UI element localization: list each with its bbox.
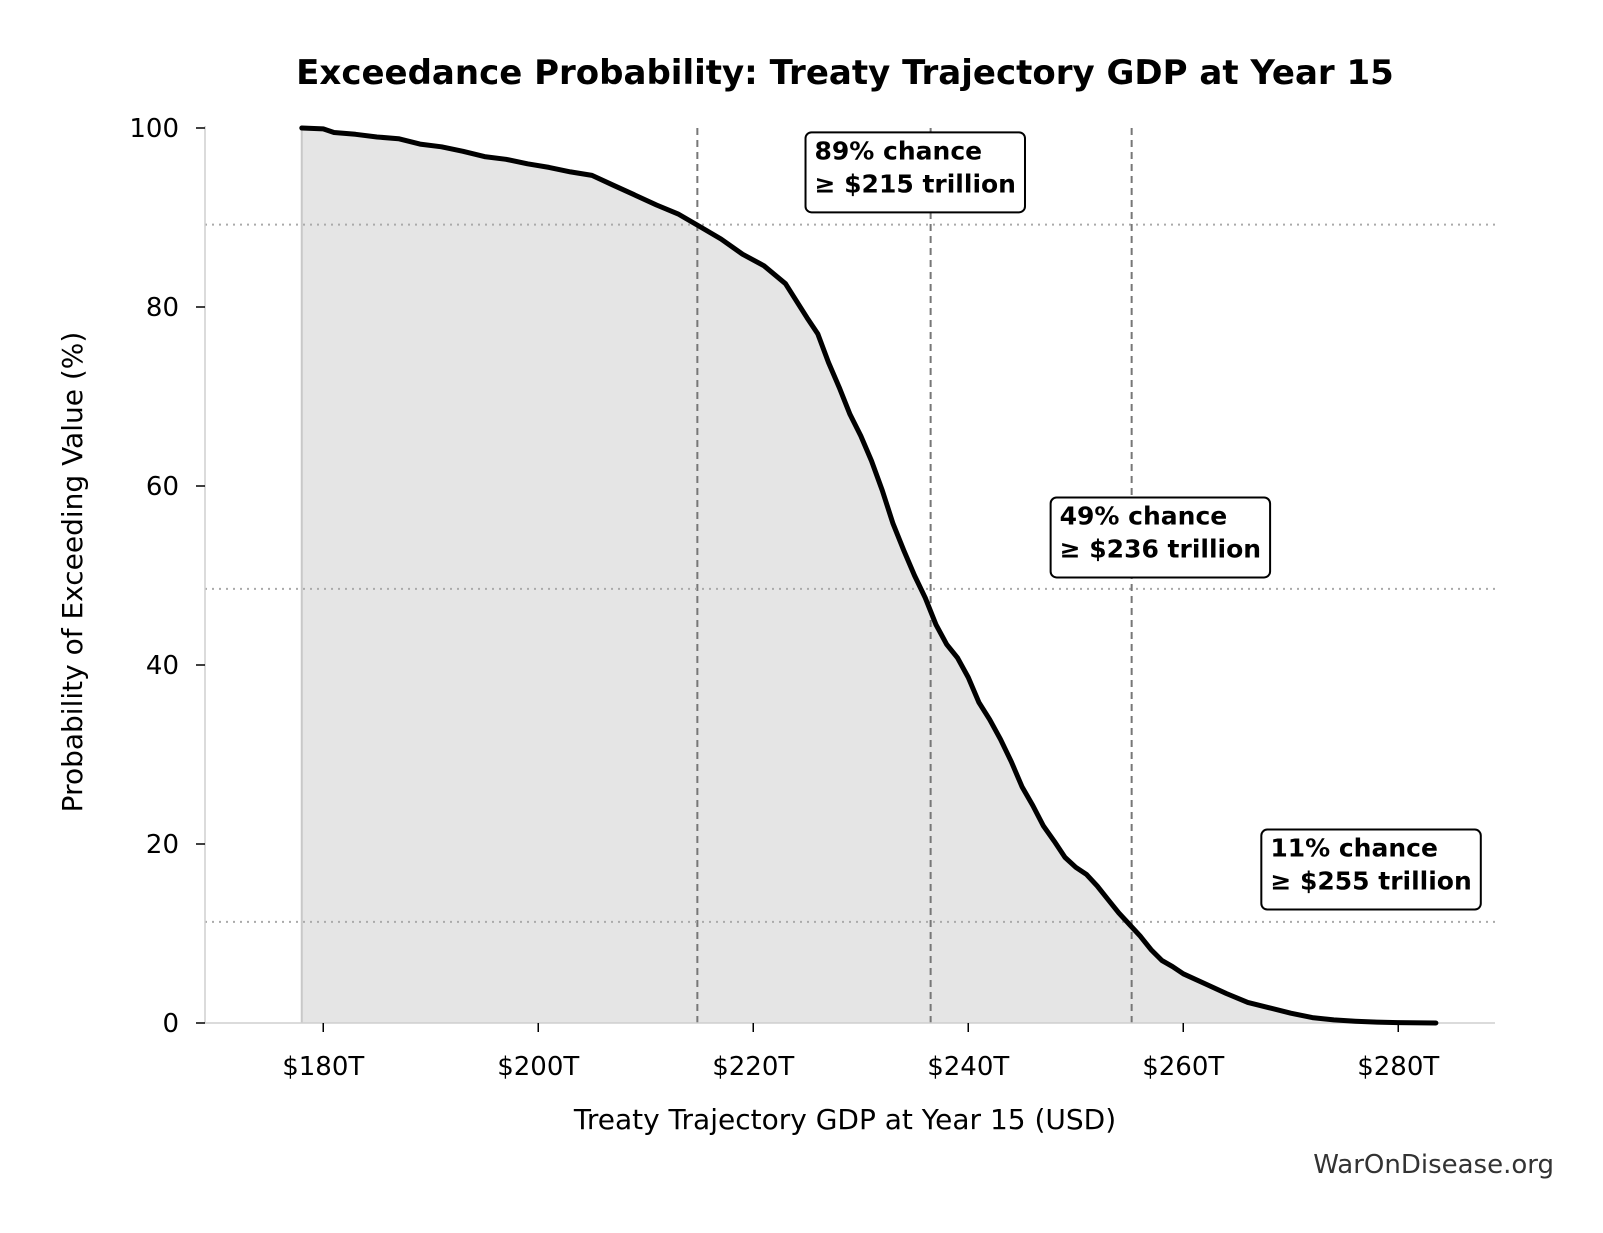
- annotation-2: 49% chance ≥ $236 trillion: [1049, 496, 1272, 579]
- annotation-line2: ≥ $236 trillion: [1060, 534, 1261, 563]
- x-tick-label: $280T: [1357, 1052, 1439, 1082]
- y-axis-label: Probability of Exceeding Value (%): [56, 332, 89, 813]
- y-tick-label: 20: [146, 830, 179, 860]
- annotation-box: [804, 131, 1026, 214]
- x-tick-label: $220T: [712, 1052, 794, 1082]
- annotation-line1: 11% chance: [1270, 834, 1438, 863]
- curve-layer: [299, 125, 1439, 1026]
- annotation-line1: 89% chance: [815, 136, 983, 165]
- watermark: WarOnDisease.org: [1313, 1150, 1554, 1180]
- annotation-line1: 49% chance: [1060, 501, 1228, 530]
- y-tick-label: 60: [146, 472, 179, 502]
- chart-title: Exceedance Probability: Treaty Trajector…: [296, 53, 1394, 93]
- annotation-box: [1260, 828, 1482, 911]
- axes: $180T $200T $220T $240T $260T $280T 0 20 40 60 80 1…: [129, 114, 1495, 1082]
- x-tick-label: $180T: [282, 1052, 364, 1082]
- annotation-box: [1049, 496, 1272, 579]
- fill-layer: [300, 128, 1436, 1023]
- y-tick-label: 80: [146, 293, 179, 323]
- y-tick-label: 100: [129, 114, 179, 144]
- x-tick-label: $200T: [497, 1052, 579, 1082]
- x-tick-label: $260T: [1142, 1052, 1224, 1082]
- y-tick-label: 40: [146, 651, 179, 681]
- exceedance-curve: [299, 125, 1439, 1026]
- annotation-1: 89% chance ≥ $215 trillion: [804, 131, 1026, 214]
- annotations: 89% chance ≥ $215 trillion 49% chance ≥ $23…: [804, 131, 1482, 911]
- annotation-3: 11% chance ≥ $255 trillion: [1260, 828, 1482, 911]
- x-axis-label: Treaty Trajectory GDP at Year 15 (USD): [573, 1103, 1116, 1136]
- y-tick-label: 0: [162, 1009, 179, 1039]
- area-fill: [301, 128, 1436, 1023]
- annotation-line2: ≥ $255 trillion: [1270, 867, 1471, 896]
- annotation-line2: ≥ $215 trillion: [815, 169, 1016, 198]
- x-tick-label: $240T: [927, 1052, 1009, 1082]
